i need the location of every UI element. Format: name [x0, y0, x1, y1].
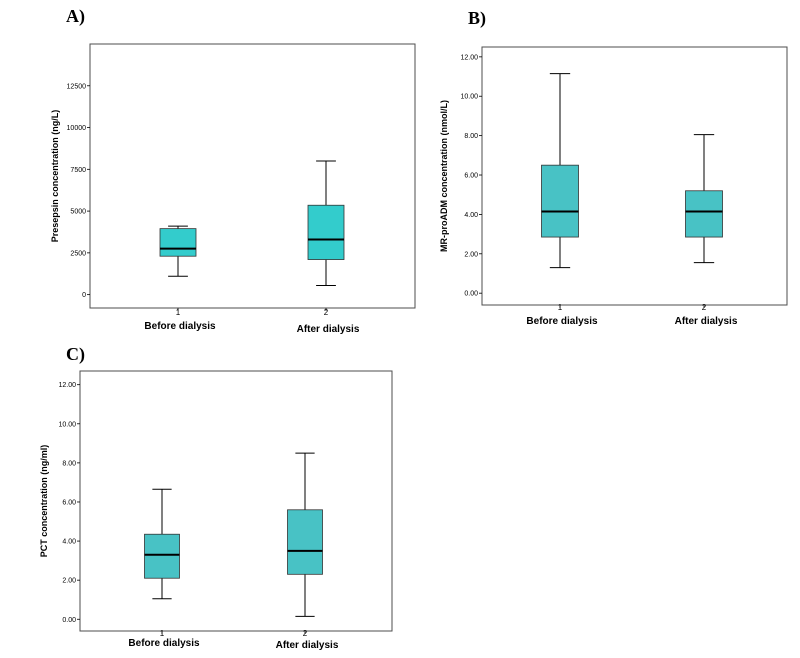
x-category-label: Before dialysis [144, 321, 216, 332]
box-iqr [144, 533, 180, 579]
x-tick-number: 2 [702, 303, 707, 312]
y-tick-label: 2.00 [464, 251, 478, 258]
panel-c-pct: C) 0.00 2.00 4.00 6.00 8.00 10.00 12.00 PCT con… [0, 340, 430, 658]
y-tick-label: 2.00 [62, 578, 76, 585]
y-tick-label: 8.00 [464, 133, 478, 140]
box-iqr [287, 509, 323, 575]
panel-label: A) [66, 6, 85, 26]
panel-label: C) [66, 344, 85, 364]
y-tick-label: 10000 [67, 125, 87, 132]
box-iqr [307, 204, 345, 260]
y-tick-label: 2500 [70, 250, 86, 257]
y-tick-label: 6.00 [464, 173, 478, 180]
y-tick-label: 0.00 [464, 291, 478, 298]
y-tick-label: 10.00 [460, 94, 478, 101]
x-category-label: After dialysis [675, 316, 738, 327]
y-tick-label: 0 [82, 292, 86, 299]
box-iqr [541, 164, 579, 238]
panel-a-presepsin: A) 0 2500 5000 7500 10000 12500 Presepsin conc… [0, 0, 430, 340]
y-tick-label: 12.00 [460, 54, 478, 61]
x-tick-number: 1 [176, 308, 181, 317]
y-tick-label: 4.00 [62, 539, 76, 546]
panel-label: B) [468, 8, 486, 28]
y-tick-label: 12500 [67, 83, 87, 90]
x-tick-number: 2 [303, 629, 308, 638]
y-axis-title: PCT concentration (ng/ml) [39, 445, 49, 558]
y-tick-label: 5000 [70, 209, 86, 216]
plot-frame [79, 370, 393, 632]
x-category-label: After dialysis [297, 324, 360, 335]
y-tick-label: 7500 [70, 167, 86, 174]
boxplot-mr-proadm: 0.00 2.00 4.00 6.00 8.00 10.00 12.00 MR-proADM … [439, 46, 788, 327]
x-tick-number: 2 [324, 308, 329, 317]
x-category-label: After dialysis [276, 640, 339, 651]
boxplot-pct: 0.00 2.00 4.00 6.00 8.00 10.00 12.00 PCT concen… [39, 370, 393, 651]
x-tick-number: 1 [160, 629, 165, 638]
x-tick-number: 1 [558, 303, 563, 312]
x-category-label: Before dialysis [128, 638, 200, 649]
x-category-label: Before dialysis [526, 316, 598, 327]
box-iqr [159, 228, 197, 257]
box-iqr [685, 190, 723, 238]
y-tick-label: 6.00 [62, 499, 76, 506]
plot-frame [89, 43, 416, 309]
y-tick-label: 10.00 [58, 421, 76, 428]
y-axis-title: MR-proADM concentration (nmol/L) [439, 100, 449, 252]
y-tick-label: 0.00 [62, 617, 76, 624]
y-tick-label: 8.00 [62, 460, 76, 467]
y-tick-label: 4.00 [464, 212, 478, 219]
plot-frame [481, 46, 788, 306]
y-axis-title: Presepsin concentration (ng/L) [50, 110, 60, 243]
boxplot-presepsin: 0 2500 5000 7500 10000 12500 Presepsin concent… [50, 43, 416, 335]
y-tick-label: 12.00 [58, 382, 76, 389]
panel-b-mr-proadm: B) 0.00 2.00 4.00 6.00 8.00 10.00 12.00 MR-proA… [439, 8, 788, 327]
